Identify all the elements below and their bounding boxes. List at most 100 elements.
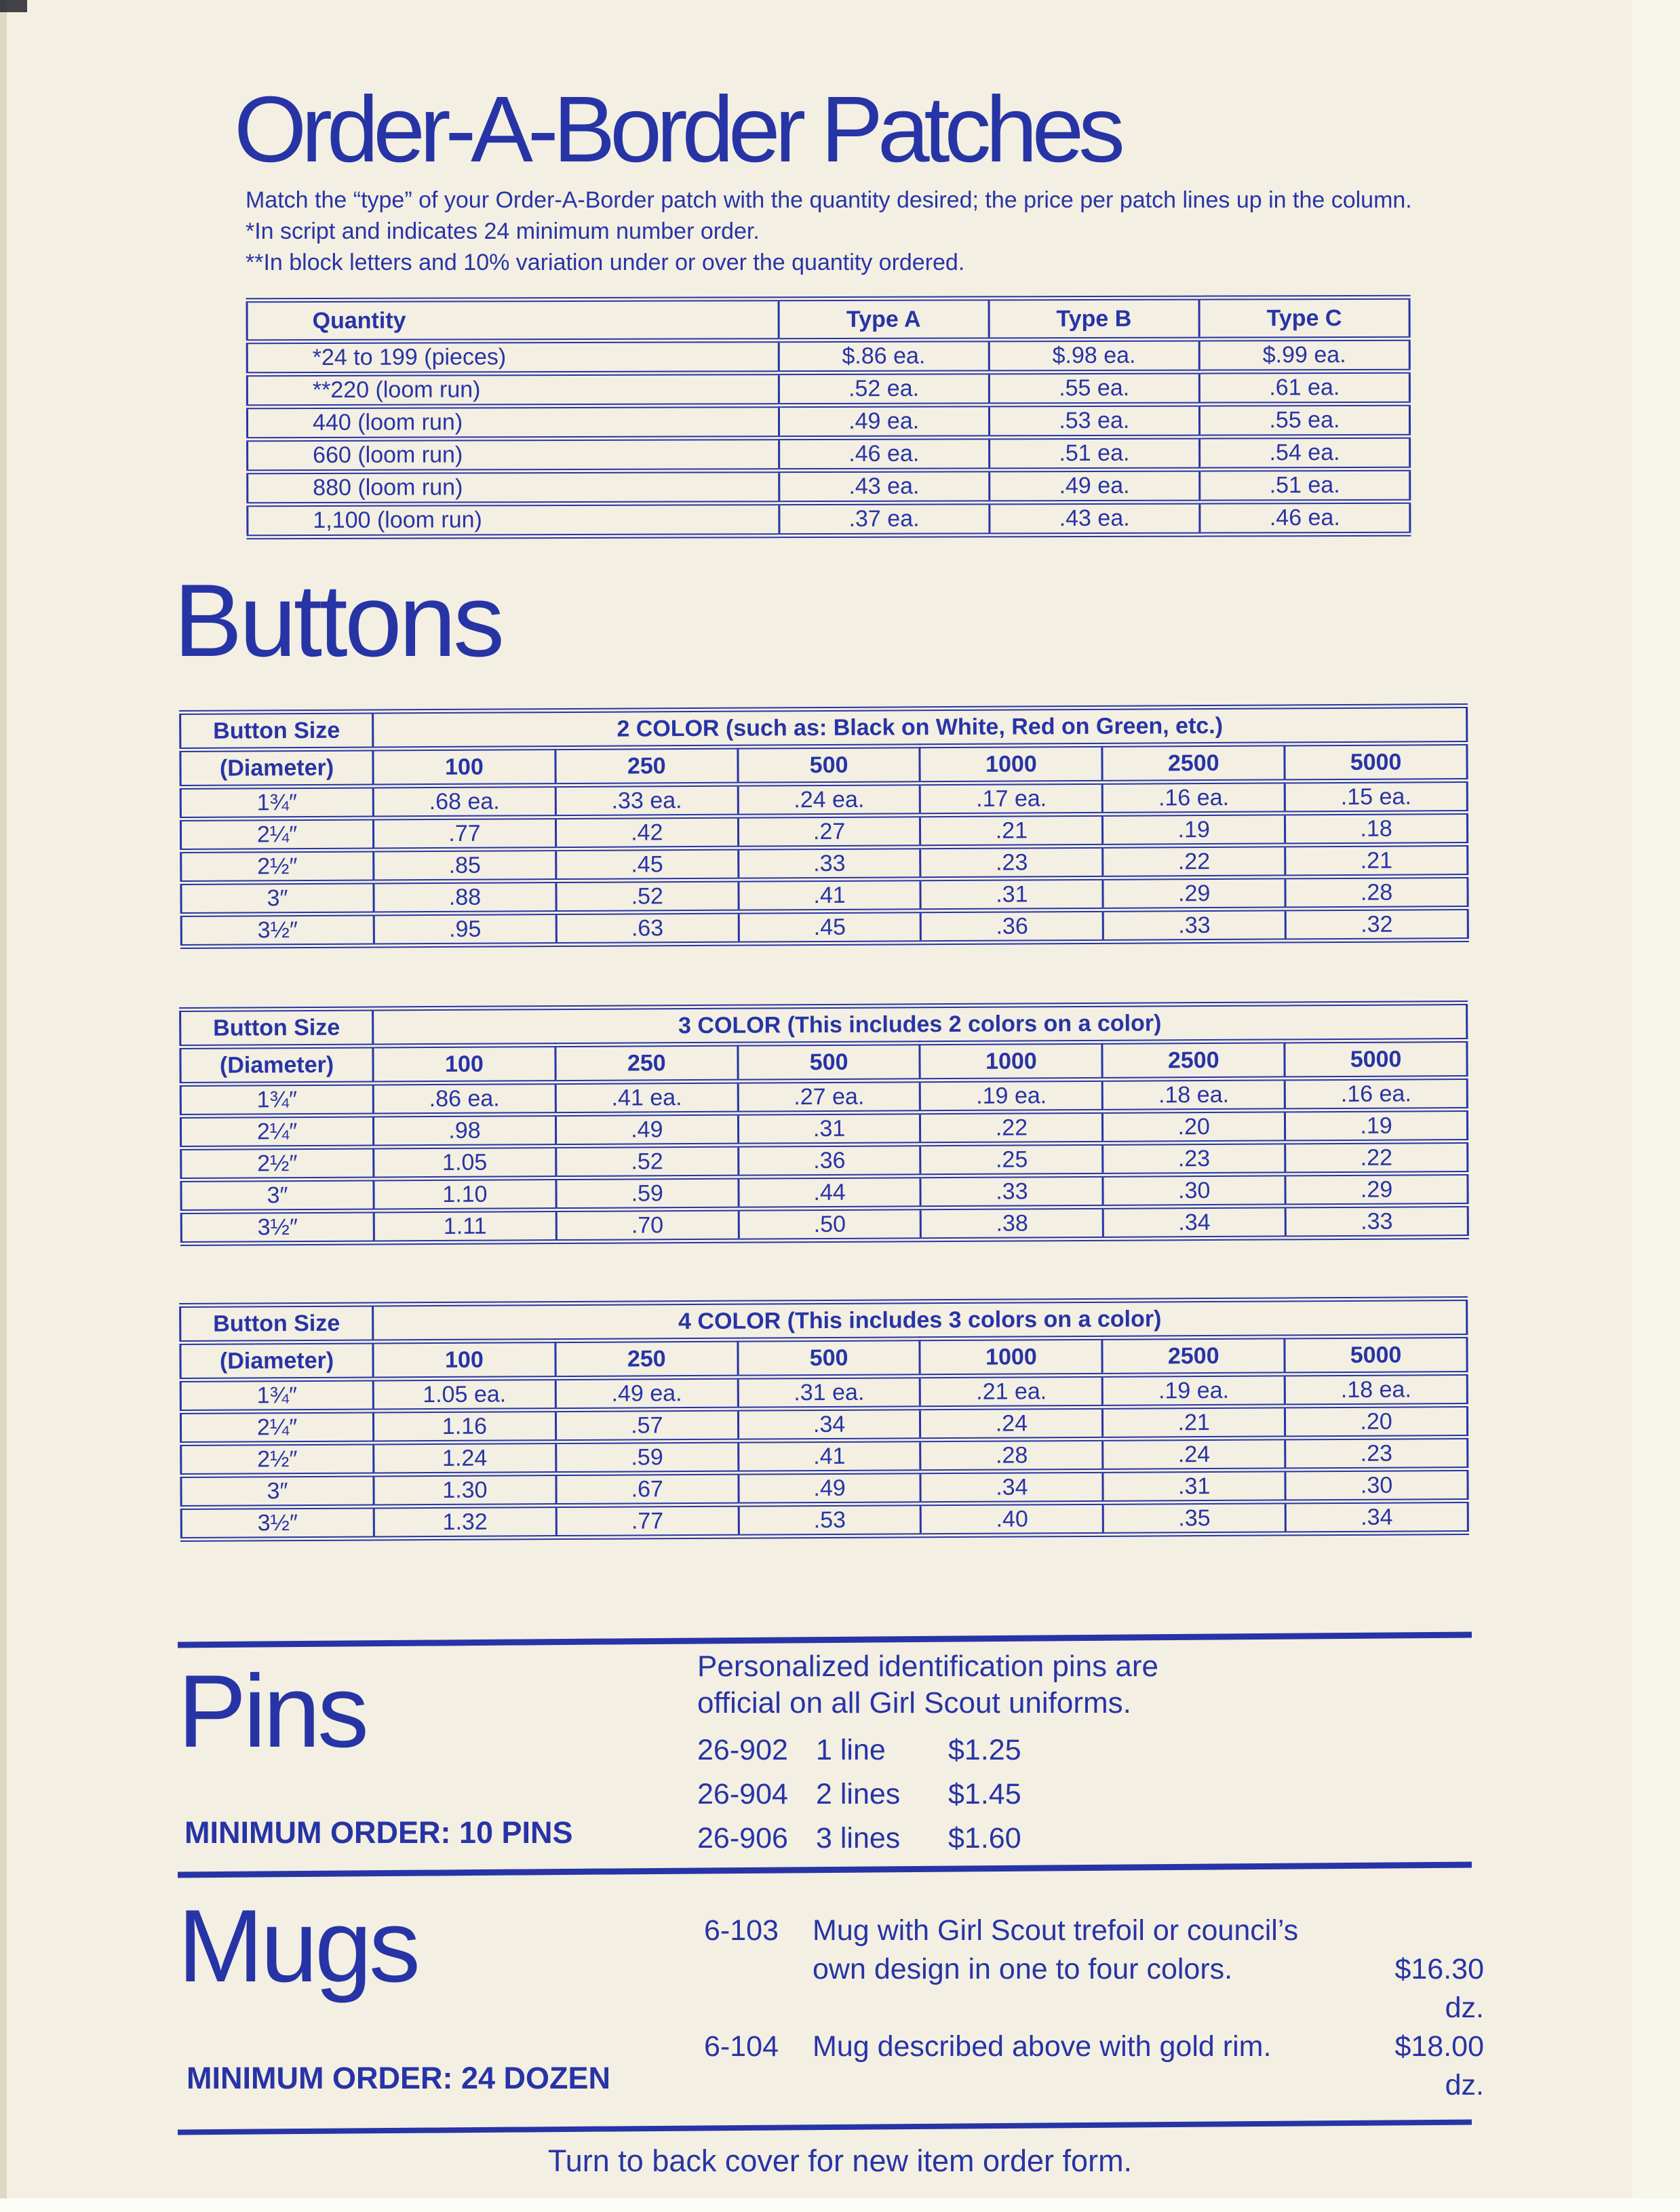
- scan-edge-left: [0, 0, 7, 2212]
- price-cell: .34: [1103, 1205, 1286, 1239]
- price-cell: .34: [1285, 1500, 1468, 1534]
- button-size-cell: 2½″: [180, 1146, 374, 1180]
- color-table-title: 4 COLOR (This includes 3 colors on a col…: [372, 1298, 1467, 1342]
- quantity-col-header: 250: [555, 1044, 738, 1083]
- price-cell: 1.24: [373, 1441, 556, 1475]
- price-cell: .33: [1103, 908, 1286, 942]
- price-cell: .41: [738, 878, 921, 912]
- button-size-cell: 2¼″: [180, 817, 374, 851]
- price-cell: .36: [920, 910, 1103, 943]
- price-cell: .55 ea.: [1199, 404, 1410, 438]
- price-cell: .28: [1285, 876, 1468, 909]
- footer-note: Turn to back cover for new item order fo…: [547, 2143, 1133, 2178]
- price-cell: .59: [555, 1441, 739, 1474]
- quantity-col-header: 1000: [920, 745, 1103, 783]
- quantity-col-header: 100: [372, 1340, 556, 1379]
- button-size-cell: 3½″: [181, 913, 374, 947]
- price-cell: .18: [1285, 812, 1468, 845]
- patch-table-row: 660 (loom run) .46 ea. .51 ea. .54 ea.: [247, 436, 1410, 472]
- price-cell: .46 ea.: [779, 437, 990, 471]
- quantity-col-header: 5000: [1285, 1040, 1468, 1079]
- mugs-minimum-order: MINIMUM ORDER: 24 DOZEN: [187, 2061, 611, 2095]
- quantity-col-header: 250: [555, 1340, 738, 1378]
- price-cell: .63: [555, 912, 739, 945]
- pins-price-list: 26-902 1 line $1.25 26-904 2 lines $1.45…: [697, 1734, 1021, 1855]
- price-cell: .68 ea.: [373, 785, 556, 818]
- page-title: Order-A-Border Patches: [234, 77, 1125, 182]
- button-size-cell: 2¼″: [180, 1114, 374, 1148]
- button-size-cell: 2¼″: [180, 1410, 374, 1444]
- button-size-cell: 3″: [180, 881, 374, 915]
- price-cell: .88: [373, 880, 556, 914]
- mug-item-desc: own design in one to four colors.: [813, 1953, 1233, 1985]
- price-cell: .21: [1102, 1405, 1285, 1439]
- mug-item-code: 6-103: [704, 1914, 779, 1947]
- price-cell: .86 ea.: [373, 1082, 556, 1115]
- price-cell: .57: [555, 1409, 739, 1442]
- button-size-cell: 3½″: [181, 1506, 374, 1540]
- patch-table-row: 440 (loom run) .49 ea. .53 ea. .55 ea.: [247, 404, 1410, 440]
- price-cell: .20: [1285, 1405, 1468, 1438]
- price-cell: .49 ea.: [555, 1377, 739, 1410]
- diameter-header: (Diameter): [180, 1341, 374, 1380]
- price-cell: .22: [920, 1111, 1103, 1144]
- section-divider-mugs: [177, 1861, 1472, 1878]
- patch-table-row: *24 to 199 (pieces) $.86 ea. $.98 ea. $.99 …: [247, 338, 1410, 374]
- intro-block: Match the “type” of your Order-A-Border …: [246, 185, 1460, 278]
- mug-item-code: 6-104: [704, 2030, 779, 2063]
- button-size-cell: 2½″: [180, 849, 374, 883]
- price-cell: .31: [738, 1112, 921, 1146]
- price-cell: 1.32: [374, 1505, 557, 1538]
- mugs-heading: Mugs: [178, 1888, 421, 2004]
- button-size-cell: 1¾″: [180, 1378, 374, 1412]
- price-cell: .45: [555, 848, 739, 881]
- button-size-cell: 3″: [180, 1474, 374, 1508]
- price-cell: .52 ea.: [778, 372, 990, 406]
- pin-item-code: 26-906: [697, 1822, 788, 1855]
- price-cell: .22: [1102, 845, 1286, 878]
- price-cell: .31 ea.: [737, 1376, 920, 1410]
- price-cell: .38: [920, 1207, 1103, 1240]
- mug-item-price: $16.30 dz.: [1394, 1953, 1484, 2024]
- mug-item-desc: Mug described above with gold rim.: [813, 2030, 1272, 2063]
- price-cell: .16 ea.: [1102, 781, 1285, 815]
- button-price-table-3color: Button Size 3 COLOR (This includes 2 colo…: [179, 1001, 1469, 1246]
- price-cell: .33 ea.: [555, 784, 739, 817]
- quantity-cell: *24 to 199 (pieces): [247, 340, 779, 374]
- price-cell: .36: [738, 1144, 921, 1178]
- button-size-cell: 1¾″: [180, 785, 374, 819]
- patch-table-row: **220 (loom run) .52 ea. .55 ea. .61 ea.: [247, 371, 1410, 407]
- price-cell: .21 ea.: [920, 1375, 1103, 1408]
- patch-table-row: 880 (loom run) .43 ea. .49 ea. .51 ea.: [247, 469, 1410, 505]
- price-cell: .33: [738, 847, 921, 880]
- price-cell: .85: [373, 849, 556, 882]
- button-price-table-2color: Button Size 2 COLOR (such as: Black on Wh…: [179, 703, 1469, 949]
- price-cell: $.99 ea.: [1199, 338, 1410, 372]
- price-cell: .37 ea.: [779, 502, 990, 536]
- price-cell: .45: [738, 910, 921, 944]
- button-size-header: Button Size: [180, 711, 373, 750]
- price-cell: .23: [1102, 1142, 1286, 1176]
- pins-description-line1: Personalized identification pins are: [697, 1650, 1158, 1683]
- pins-heading: Pins: [178, 1654, 369, 1769]
- price-cell: .41 ea.: [555, 1081, 739, 1114]
- price-cell: .19: [1285, 1109, 1468, 1142]
- quantity-col-header: 500: [737, 1338, 920, 1378]
- patch-col-header: Quantity: [247, 298, 779, 342]
- button-table-row: 3½″ 1.11.70.50.38.34.33: [181, 1205, 1468, 1244]
- price-cell: $.86 ea.: [778, 339, 990, 373]
- color-table-title: 2 COLOR (such as: Black on White, Red on…: [372, 705, 1467, 749]
- price-cell: .15 ea.: [1285, 780, 1468, 813]
- quantity-col-header: 1000: [920, 1042, 1103, 1081]
- price-cell: .59: [555, 1177, 739, 1210]
- footnote-block-letters: **In block letters and 10% variation und…: [246, 250, 965, 275]
- mug-item-price: [1355, 1912, 1484, 1950]
- price-cell: .22: [1285, 1141, 1468, 1174]
- patch-col-header: Type C: [1198, 297, 1410, 340]
- pin-item-price: $1.45: [948, 1778, 1021, 1810]
- price-cell: .34: [920, 1471, 1103, 1504]
- price-cell: .20: [1102, 1110, 1285, 1144]
- mug-item-price: $18.00 dz.: [1394, 2030, 1484, 2101]
- price-cell: .40: [920, 1502, 1103, 1536]
- price-cell: .49 ea.: [779, 404, 990, 438]
